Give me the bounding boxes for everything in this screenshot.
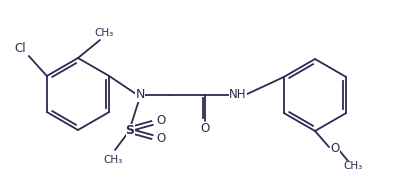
Text: NH: NH bbox=[229, 89, 247, 102]
Text: O: O bbox=[156, 114, 166, 127]
Text: N: N bbox=[135, 89, 145, 102]
Text: O: O bbox=[330, 142, 340, 155]
Text: O: O bbox=[156, 132, 166, 146]
Text: S: S bbox=[126, 123, 134, 137]
Text: O: O bbox=[200, 122, 210, 135]
Text: Cl: Cl bbox=[14, 42, 26, 55]
Text: CH₃: CH₃ bbox=[94, 28, 114, 38]
Text: CH₃: CH₃ bbox=[103, 155, 123, 165]
Text: CH₃: CH₃ bbox=[343, 161, 363, 171]
